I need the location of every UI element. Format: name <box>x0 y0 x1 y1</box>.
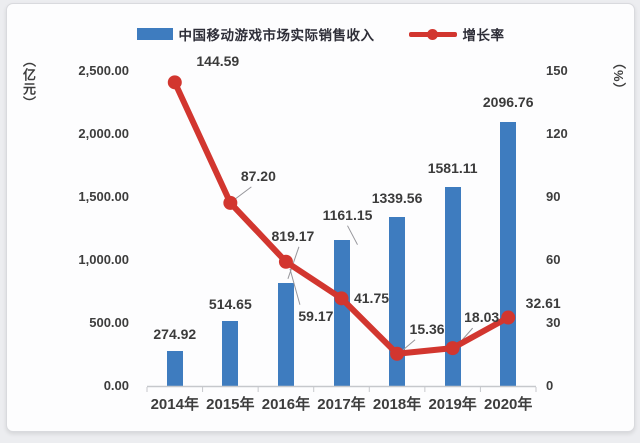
bar-value-label: 1339.56 <box>371 190 423 207</box>
y-axis-tick-right: 60 <box>546 252 561 267</box>
bar-value-label: 514.65 <box>208 296 252 313</box>
bar-2014年[interactable] <box>166 351 183 386</box>
growth-rate-point-2016年[interactable] <box>278 254 293 269</box>
chart-card: 中国移动游戏市场实际销售收入 增长率 （亿元） （%） 2,500.00 2,00… <box>6 3 635 432</box>
plot-area: 2,500.00 2,000.00 1,500.00 1,000.00 500.00 0.… <box>7 4 634 431</box>
y-axis-tick-left: 500.00 <box>89 315 129 330</box>
label-leader-line <box>235 186 252 200</box>
bar-2015年[interactable] <box>222 321 239 386</box>
x-axis-label: 2016年 <box>261 396 311 413</box>
line-value-label: 87.20 <box>240 167 276 184</box>
growth-rate-point-2014年[interactable] <box>167 75 182 90</box>
chart-legend: 中国移动游戏市场实际销售收入 增长率 <box>7 24 634 44</box>
x-axis-label: 2015年 <box>206 396 255 413</box>
label-leader-line <box>287 246 300 279</box>
left-axis-title: （亿元） <box>21 54 36 110</box>
legend-item-revenue[interactable]: 中国移动游戏市场实际销售收入 <box>136 24 375 44</box>
y-axis-tick-right: 90 <box>546 189 561 204</box>
bar-2019年[interactable] <box>444 186 461 386</box>
x-axis-label: 2018年 <box>372 396 422 413</box>
y-axis-tick-right: 0 <box>546 378 554 393</box>
bar-value-label: 2096.76 <box>482 93 534 110</box>
y-axis-tick-left: 1,500.00 <box>78 189 129 204</box>
y-axis-tick-right: 120 <box>546 126 568 141</box>
bar-value-label: 1581.11 <box>427 159 478 176</box>
bar-2018年[interactable] <box>389 217 406 386</box>
right-axis-title: （%） <box>611 56 626 97</box>
x-axis-label: 2017年 <box>317 396 366 413</box>
x-axis-label: 2019年 <box>428 396 477 413</box>
y-axis-tick-left: 2,000.00 <box>78 126 129 141</box>
bar-value-label: 274.92 <box>153 326 197 343</box>
bar-2020年[interactable] <box>500 121 517 386</box>
line-value-label: 15.36 <box>409 320 445 337</box>
bar-value-label: 819.17 <box>271 227 315 244</box>
y-axis-tick-right: 150 <box>546 63 568 78</box>
bar-2017年[interactable] <box>333 239 350 386</box>
y-axis-tick-left: 2,500.00 <box>78 63 129 78</box>
y-axis-tick-right: 30 <box>546 315 561 330</box>
x-axis-label: 2014年 <box>150 396 199 413</box>
line-value-label: 59.17 <box>298 307 334 324</box>
line-series-swatch-icon <box>408 28 457 40</box>
bar-2016年[interactable] <box>277 282 294 386</box>
line-value-label: 18.03 <box>464 309 500 326</box>
line-value-label: 32.61 <box>525 294 561 311</box>
legend-item-growth-rate[interactable]: 增长率 <box>408 24 505 44</box>
y-axis-tick-left: 1,000.00 <box>78 252 129 267</box>
legend-label-growth-rate: 增长率 <box>462 28 505 43</box>
bar-series-swatch-icon <box>136 28 173 40</box>
legend-label-revenue: 中国移动游戏市场实际销售收入 <box>178 28 375 43</box>
x-axis-label: 2020年 <box>484 396 533 413</box>
line-value-label: 144.59 <box>196 53 240 70</box>
growth-rate-point-2015年[interactable] <box>223 195 238 210</box>
y-axis-tick-left: 0.00 <box>103 378 129 393</box>
bar-value-label: 1161.15 <box>322 206 373 223</box>
line-value-label: 41.75 <box>353 290 390 307</box>
